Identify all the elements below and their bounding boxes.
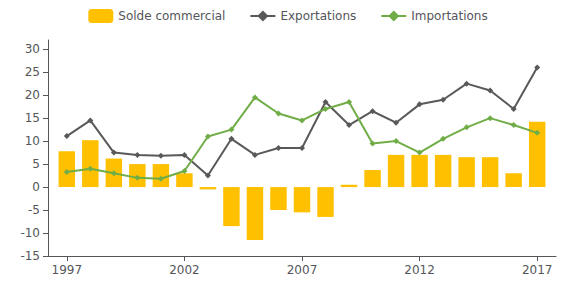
svg-text:30: 30 — [25, 42, 40, 56]
svg-text:2012: 2012 — [404, 263, 435, 277]
svg-text:-5: -5 — [28, 203, 40, 217]
svg-text:2007: 2007 — [287, 263, 318, 277]
svg-text:15: 15 — [25, 111, 40, 125]
svg-text:-15: -15 — [20, 249, 40, 263]
svg-text:Importations: Importations — [411, 9, 487, 23]
svg-text:0: 0 — [32, 180, 40, 194]
svg-text:2017: 2017 — [522, 263, 553, 277]
svg-text:2002: 2002 — [169, 263, 200, 277]
svg-text:10: 10 — [25, 134, 40, 148]
svg-text:1997: 1997 — [52, 263, 83, 277]
svg-text:20: 20 — [25, 88, 40, 102]
svg-text:Exportations: Exportations — [280, 9, 356, 23]
svg-text:25: 25 — [25, 65, 40, 79]
svg-text:-10: -10 — [20, 226, 40, 240]
svg-text:5: 5 — [32, 157, 40, 171]
svg-text:Solde commercial: Solde commercial — [118, 9, 225, 23]
